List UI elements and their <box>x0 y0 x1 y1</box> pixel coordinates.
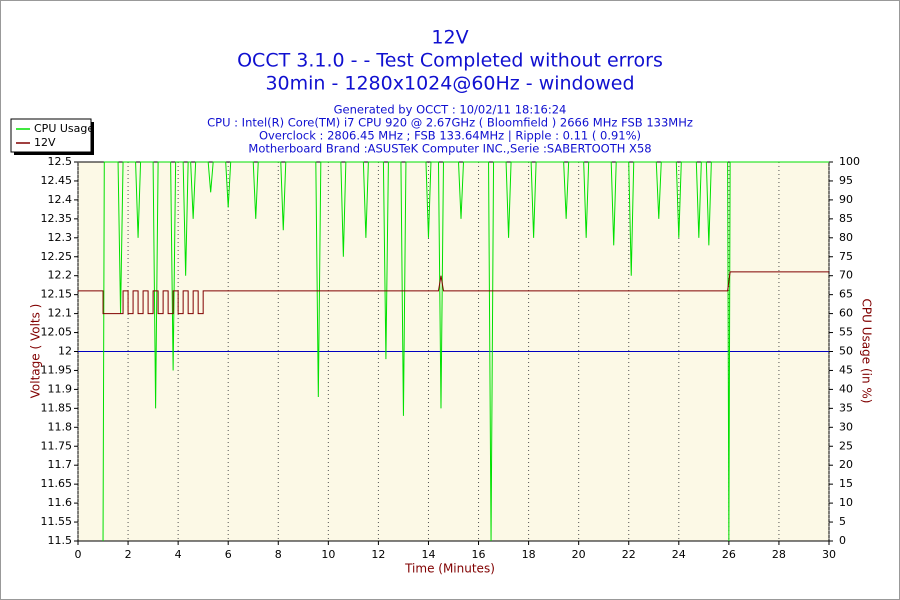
y2-tick-label: 5 <box>839 515 846 528</box>
subtitle-line: Generated by OCCT : 10/02/11 18:16:24 <box>334 103 567 117</box>
x-tick-label: 24 <box>672 548 686 561</box>
y2-tick-label: 100 <box>839 155 860 168</box>
y2-tick-label: 65 <box>839 288 853 301</box>
y2-tick-label: 10 <box>839 496 853 509</box>
y-tick-label: 11.65 <box>41 477 73 490</box>
chart-title-line: 30min - 1280x1024@60Hz - windowed <box>265 73 634 95</box>
x-axis-label: Time (Minutes) <box>404 562 495 576</box>
y-tick-label: 12.4 <box>48 193 73 206</box>
legend-label: 12V <box>34 136 56 149</box>
y2-tick-label: 25 <box>839 439 853 452</box>
y2-tick-label: 60 <box>839 307 853 320</box>
x-tick-label: 20 <box>572 548 586 561</box>
y2-tick-label: 0 <box>839 534 846 547</box>
y2-tick-label: 70 <box>839 269 853 282</box>
y-tick-label: 12.35 <box>41 212 73 225</box>
y2-tick-label: 55 <box>839 326 853 339</box>
y-tick-label: 12.5 <box>48 155 73 168</box>
chart-title-line: OCCT 3.1.0 - - Test Completed without er… <box>237 50 663 72</box>
y-tick-label: 12.45 <box>41 174 73 187</box>
subtitle-line: CPU : Intel(R) Core(TM) i7 CPU 920 @ 2.6… <box>207 116 693 130</box>
y-tick-label: 11.6 <box>48 496 73 509</box>
x-tick-label: 28 <box>772 548 786 561</box>
subtitle-line: Motherboard Brand :ASUSTeK Computer INC.… <box>248 142 651 156</box>
y-tick-label: 11.8 <box>48 420 73 433</box>
y-tick-label: 12.15 <box>41 288 73 301</box>
y2-tick-label: 95 <box>839 174 853 187</box>
y2-tick-label: 50 <box>839 345 853 358</box>
y2-axis-label: CPU Usage (in %) <box>860 299 874 404</box>
x-tick-label: 4 <box>175 548 182 561</box>
x-tick-label: 30 <box>822 548 836 561</box>
y2-tick-label: 75 <box>839 250 853 263</box>
x-tick-label: 10 <box>321 548 335 561</box>
x-tick-label: 26 <box>722 548 736 561</box>
x-tick-label: 6 <box>225 548 232 561</box>
y2-tick-label: 35 <box>839 401 853 414</box>
y-tick-label: 12.1 <box>48 307 73 320</box>
x-tick-label: 12 <box>371 548 385 561</box>
y-tick-label: 11.7 <box>48 458 73 471</box>
series-line <box>78 271 829 315</box>
x-tick-label: 22 <box>622 548 636 561</box>
x-tick-label: 16 <box>472 548 486 561</box>
y-tick-label: 11.75 <box>41 439 73 452</box>
y-axis-label: Voltage ( Volts ) <box>29 304 43 399</box>
y-tick-label: 11.5 <box>48 534 73 547</box>
y-tick-label: 12.2 <box>48 269 73 282</box>
y-tick-label: 12 <box>58 345 72 358</box>
x-tick-label: 8 <box>275 548 282 561</box>
y-tick-label: 12.25 <box>41 250 73 263</box>
y2-tick-label: 45 <box>839 363 853 376</box>
y2-tick-label: 30 <box>839 420 853 433</box>
y-tick-label: 11.9 <box>48 382 73 395</box>
subtitle-line: Overclock : 2806.45 MHz ; FSB 133.64MHz … <box>259 129 641 143</box>
y-tick-label: 11.85 <box>41 401 73 414</box>
y-tick-label: 11.55 <box>41 515 73 528</box>
y2-tick-label: 15 <box>839 477 853 490</box>
y-tick-label: 12.05 <box>41 326 73 339</box>
y2-tick-label: 90 <box>839 193 853 206</box>
legend-label: CPU Usage <box>34 122 94 135</box>
y2-tick-label: 80 <box>839 231 853 244</box>
legend-box <box>10 118 92 153</box>
y2-tick-label: 85 <box>839 212 853 225</box>
y-tick-label: 12.3 <box>48 231 73 244</box>
x-tick-label: 0 <box>75 548 82 561</box>
chart-title: 12V <box>431 27 468 49</box>
y2-tick-label: 40 <box>839 382 853 395</box>
x-tick-label: 2 <box>125 548 132 561</box>
y2-tick-label: 20 <box>839 458 853 471</box>
x-tick-label: 14 <box>421 548 435 561</box>
series-line <box>102 161 829 542</box>
x-tick-label: 18 <box>522 548 536 561</box>
y-tick-label: 11.95 <box>41 363 73 376</box>
